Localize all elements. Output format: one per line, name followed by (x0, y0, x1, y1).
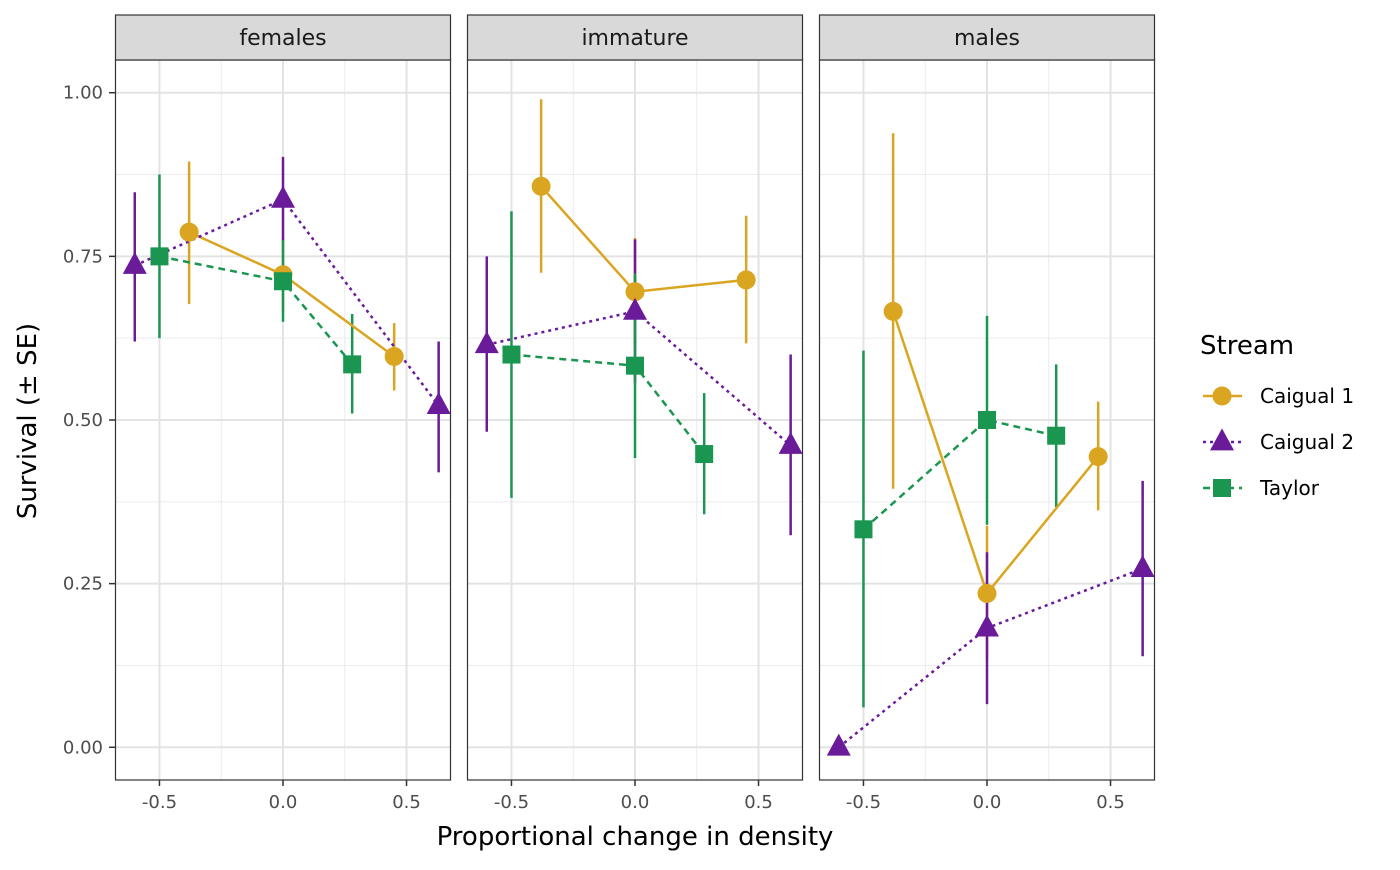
x-axis-title: Proportional change in density (437, 822, 834, 852)
point-taylor (502, 345, 521, 364)
point-caigual-1 (179, 222, 199, 242)
y-axis: 0.00 0.25 0.50 0.75 1.00 (63, 83, 115, 758)
point-taylor (343, 355, 362, 374)
point-caigual-1 (384, 347, 404, 367)
legend: Stream Caigual 1 Caigual 2 Taylor (1200, 331, 1354, 500)
x-tick-label: -0.5 (142, 792, 177, 813)
point-taylor (626, 356, 644, 375)
legend-item-caigual-1: Caigual 1 (1203, 384, 1354, 408)
facet-strip (466, 14, 804, 61)
point-taylor (854, 520, 873, 539)
x-tick-label: -0.5 (846, 792, 881, 813)
point-caigual-2 (778, 431, 803, 454)
facet-strip-label: females (239, 26, 326, 51)
x-tick-label: 0.0 (621, 792, 650, 813)
point-caigual-2 (826, 733, 851, 756)
y-tick-label: 0.75 (63, 246, 103, 267)
point-taylor (274, 272, 292, 291)
point-caigual-1 (531, 176, 551, 196)
legend-title: Stream (1200, 331, 1294, 361)
legend-item-caigual-2: Caigual 2 (1203, 428, 1354, 454)
point-caigual-2 (623, 297, 647, 320)
facet-strip-label: immature (581, 26, 688, 51)
x-tick-label: 0.5 (744, 792, 773, 813)
x-tick-label: 0.5 (1096, 792, 1125, 813)
x-tick-label: -0.5 (494, 792, 529, 813)
facet-strip (818, 14, 1156, 61)
point-caigual-1 (1088, 447, 1108, 467)
facet-strip (114, 14, 452, 61)
point-taylor (150, 247, 169, 266)
legend-label: Caigual 1 (1260, 384, 1354, 408)
point-taylor (978, 411, 996, 429)
panel-males: males -0.5 0.0 0.5 (818, 14, 1156, 813)
panel-females: females -0.5 0.0 0.5 (114, 14, 452, 813)
point-taylor (1047, 426, 1066, 445)
legend-key-circle (1212, 386, 1232, 406)
point-taylor (695, 445, 714, 464)
point-caigual-2 (271, 185, 295, 208)
point-caigual-2 (1130, 554, 1155, 577)
y-tick-label: 0.00 (63, 737, 103, 758)
point-caigual-2 (426, 391, 451, 414)
legend-key-square (1213, 479, 1231, 497)
legend-label: Caigual 2 (1260, 430, 1354, 454)
point-caigual-1 (736, 270, 756, 290)
y-tick-label: 0.50 (63, 410, 103, 431)
x-tick-label: 0.5 (392, 792, 421, 813)
point-caigual-1 (977, 583, 997, 603)
point-caigual-1 (625, 282, 645, 302)
point-caigual-2 (122, 251, 147, 274)
y-axis-title: Survival (± SE) (13, 323, 43, 519)
x-tick-label: 0.0 (973, 792, 1002, 813)
y-tick-label: 0.25 (63, 574, 103, 595)
point-caigual-2 (975, 614, 999, 637)
panel-immature: immature -0.5 0.0 0.5 (466, 14, 804, 813)
series-line-caigual-2 (486, 309, 792, 447)
point-caigual-2 (474, 331, 499, 354)
legend-label: Taylor (1259, 476, 1320, 500)
facet-strip-label: males (954, 26, 1020, 51)
series-line-taylor (862, 418, 1057, 531)
x-tick-label: 0.0 (269, 792, 298, 813)
legend-key-triangle (1210, 428, 1234, 451)
y-tick-label: 1.00 (63, 83, 103, 104)
point-caigual-1 (883, 301, 903, 321)
legend-item-taylor: Taylor (1203, 476, 1320, 500)
